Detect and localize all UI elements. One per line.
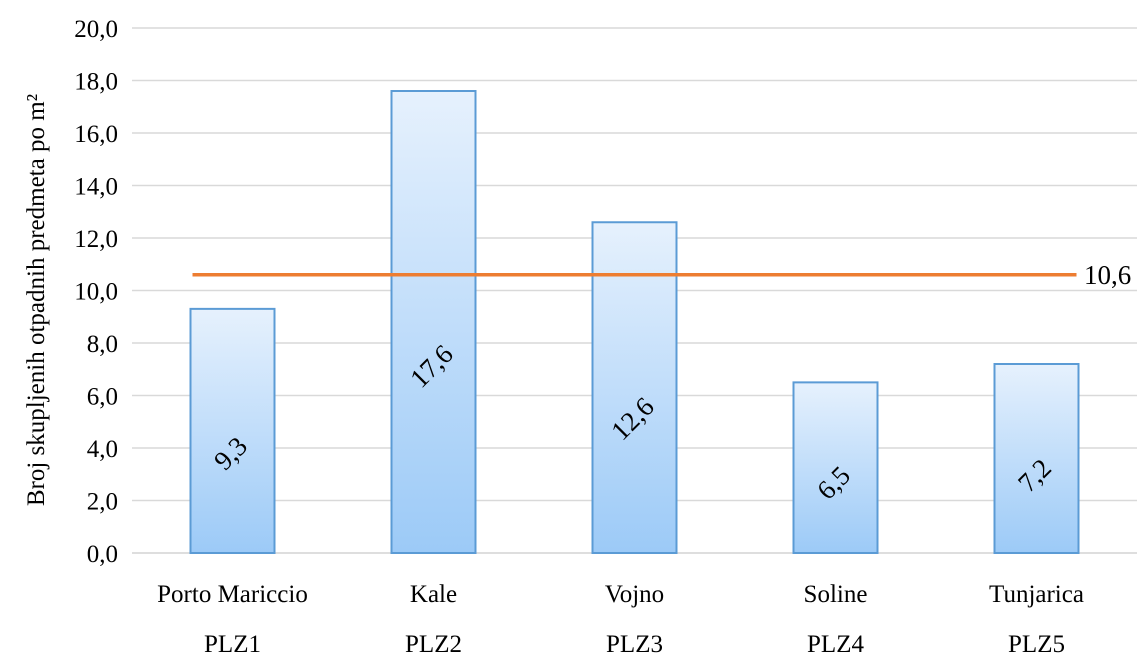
x-category-label: Kale [410, 581, 457, 608]
x-category-label: Tunjarica [989, 581, 1084, 608]
y-tick-label: 8,0 [87, 331, 118, 358]
y-tick-label: 12,0 [74, 226, 118, 253]
y-tick-label: 14,0 [74, 174, 118, 201]
bars: 9,317,612,66,5 7,2 [189, 90, 1080, 554]
bar [993, 363, 1080, 554]
x-category-code: PLZ3 [606, 631, 663, 658]
x-category-code: PLZ5 [1008, 631, 1065, 658]
y-tick-label: 0,0 [87, 541, 118, 568]
x-category-label: Vojno [605, 581, 664, 608]
y-tick-label: 20,0 [74, 16, 118, 43]
y-tick-label: 6,0 [87, 384, 118, 411]
bar [390, 90, 477, 554]
y-tick-label: 4,0 [87, 436, 118, 463]
x-category-code: PLZ2 [405, 631, 462, 658]
y-axis-ticks: 0,0 2,0 4,0 6,0 8,0 10,0 12,0 14,0 16,0 18,0 20,0 [74, 16, 118, 568]
x-category-label: Soline [804, 581, 868, 608]
y-tick-label: 2,0 [87, 489, 118, 516]
y-axis-title: Broj skupljenih otpadnih predmeta po m² [23, 94, 50, 506]
x-category-label: Porto Mariccio [157, 581, 308, 608]
y-tick-label: 16,0 [74, 121, 118, 148]
bar [792, 381, 879, 554]
bar [189, 307, 276, 554]
y-tick-label: 10,0 [74, 279, 118, 306]
reference-line-group: 10,6 [192, 260, 1131, 290]
y-tick-label: 18,0 [74, 69, 118, 96]
x-axis-labels: Porto Mariccio PLZ1 Kale PLZ2 Vojno PLZ3 Solin… [157, 581, 1084, 658]
x-category-code: PLZ4 [807, 631, 864, 658]
bar [591, 221, 678, 554]
reference-line-label: 10,6 [1084, 260, 1131, 290]
x-category-code: PLZ1 [204, 631, 261, 658]
